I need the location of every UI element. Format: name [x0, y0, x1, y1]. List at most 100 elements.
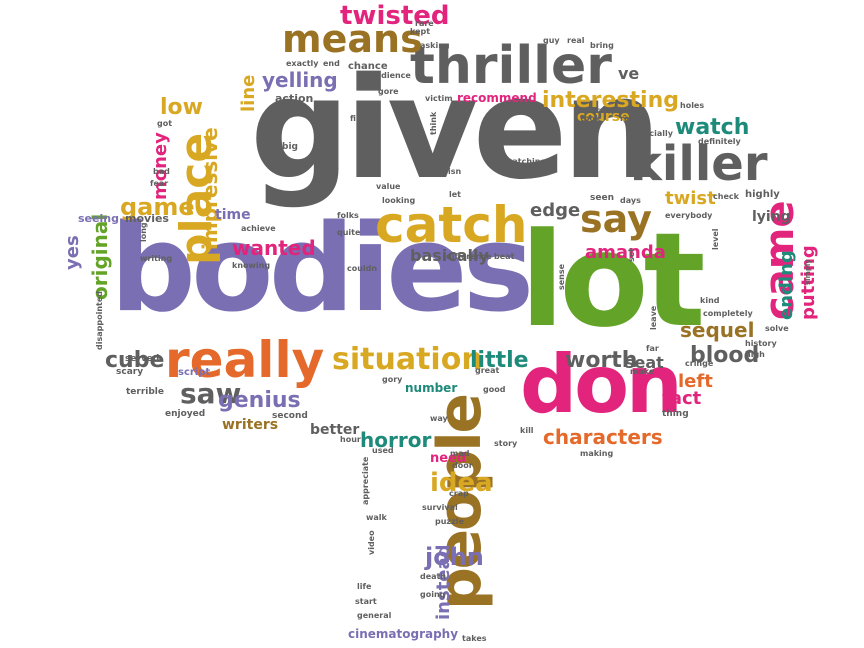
- word-blood: blood: [690, 343, 760, 368]
- word-solve: solve: [765, 324, 789, 333]
- word-walk: walk: [366, 513, 387, 522]
- word-watch: watch: [675, 115, 750, 140]
- word-couldn: couldn: [347, 264, 378, 273]
- word-seen: seen: [590, 193, 614, 203]
- word-terrible: terrible: [126, 387, 164, 397]
- word-better: better: [310, 422, 360, 438]
- word-puzzle: puzzle: [435, 517, 464, 526]
- word-far: far: [646, 344, 659, 353]
- word-fear: fear: [150, 179, 169, 188]
- word-yes: yes: [62, 235, 83, 270]
- word-kill: kill: [520, 426, 534, 435]
- word-victim: victim: [425, 94, 453, 103]
- word-horror: horror: [360, 428, 432, 452]
- word-amanda: amanda: [585, 242, 666, 263]
- word-survival: survival: [422, 503, 458, 512]
- word-video: video: [367, 530, 376, 555]
- word-definitely: definitely: [698, 137, 741, 146]
- word-idea: idea: [430, 468, 493, 498]
- word-number: number: [405, 381, 458, 395]
- word-history: history: [745, 339, 777, 348]
- word-bring: bring: [590, 41, 614, 50]
- word-chance: chance: [348, 61, 388, 72]
- word-door: door: [452, 461, 473, 470]
- word-general: general: [357, 611, 392, 620]
- word-simply: simply: [804, 259, 812, 285]
- word-writing: writing: [140, 254, 173, 263]
- word-say: say: [580, 197, 652, 241]
- word-audience: audience: [370, 71, 411, 80]
- word-need: need: [430, 451, 467, 466]
- word-beat: beat: [494, 252, 515, 261]
- word-highly: highly: [745, 189, 780, 200]
- word-story: story: [494, 439, 518, 448]
- word-leave: leave: [649, 305, 658, 330]
- word-thing: thing: [662, 409, 689, 419]
- word-appreciate: appreciate: [361, 456, 370, 505]
- word-folks: folks: [337, 211, 359, 220]
- word-got: got: [157, 119, 173, 128]
- word-cringe: cringe: [685, 359, 714, 368]
- word-characters: characters: [543, 425, 663, 449]
- word-little: little: [470, 348, 529, 373]
- word-lot: lot: [520, 204, 706, 356]
- word-yelling: yelling: [262, 68, 338, 92]
- word-used: used: [372, 446, 394, 455]
- word-holes: holes: [680, 101, 705, 110]
- word-given: given: [250, 48, 662, 211]
- word-gory: gory: [382, 375, 403, 384]
- word-value: value: [376, 182, 401, 191]
- word-impressive: impressive: [198, 127, 222, 250]
- word-left: left: [678, 371, 713, 392]
- word-recommend: recommend: [457, 91, 537, 105]
- word-seat: seat: [625, 353, 664, 372]
- word-big: big: [282, 142, 298, 152]
- word-quite: quite: [337, 228, 361, 237]
- word-killer: killer: [630, 136, 768, 192]
- word-asking: asking: [420, 41, 450, 50]
- word-catch: catch: [375, 196, 528, 254]
- word-great: great: [475, 366, 500, 375]
- word-life: life: [357, 582, 372, 591]
- word-kind: kind: [700, 296, 720, 305]
- word-basically: basically: [410, 246, 489, 265]
- word-disappointed: disappointed: [95, 291, 104, 350]
- word-took: took: [580, 114, 601, 123]
- word-seeing: seeing: [78, 212, 119, 225]
- word-way: way: [430, 414, 448, 423]
- word-gore: gore: [378, 87, 399, 96]
- word-instead: instead: [433, 544, 454, 620]
- word-real: real: [567, 36, 585, 45]
- word-enjoyed: enjoyed: [165, 409, 206, 419]
- word-completely: completely: [703, 309, 753, 318]
- word-guy: guy: [543, 36, 560, 45]
- word-level: level: [711, 228, 720, 250]
- word-game: game: [120, 193, 195, 221]
- word-especially: especially: [628, 129, 673, 138]
- word-good: good: [483, 385, 506, 394]
- word-takes: takes: [462, 634, 487, 643]
- word-low: low: [160, 95, 203, 120]
- word-end: end: [323, 59, 340, 68]
- word-watching: watching: [505, 157, 547, 166]
- word-interesting: interesting: [542, 88, 679, 113]
- word-lying: lying: [752, 209, 791, 225]
- word-situation: situation: [332, 342, 483, 377]
- word-worth: worth: [565, 348, 638, 373]
- word-original: original: [88, 213, 112, 300]
- word-movies: movies: [125, 212, 169, 225]
- word-start: start: [355, 597, 377, 606]
- word-line: line: [238, 74, 259, 112]
- word-served: served: [125, 354, 160, 364]
- word-genius: genius: [218, 388, 301, 413]
- word-cube: cube: [105, 348, 165, 373]
- word-john: john: [425, 543, 484, 571]
- word-brains: brains: [590, 106, 619, 115]
- word-isn: isn: [448, 167, 462, 176]
- word-twisted: twisted: [340, 1, 450, 31]
- word-going: going: [420, 590, 446, 599]
- word-course: course: [577, 109, 630, 125]
- word-script: script: [178, 367, 211, 378]
- word-wanted: wanted: [232, 236, 316, 260]
- word-sense: sense: [557, 263, 566, 290]
